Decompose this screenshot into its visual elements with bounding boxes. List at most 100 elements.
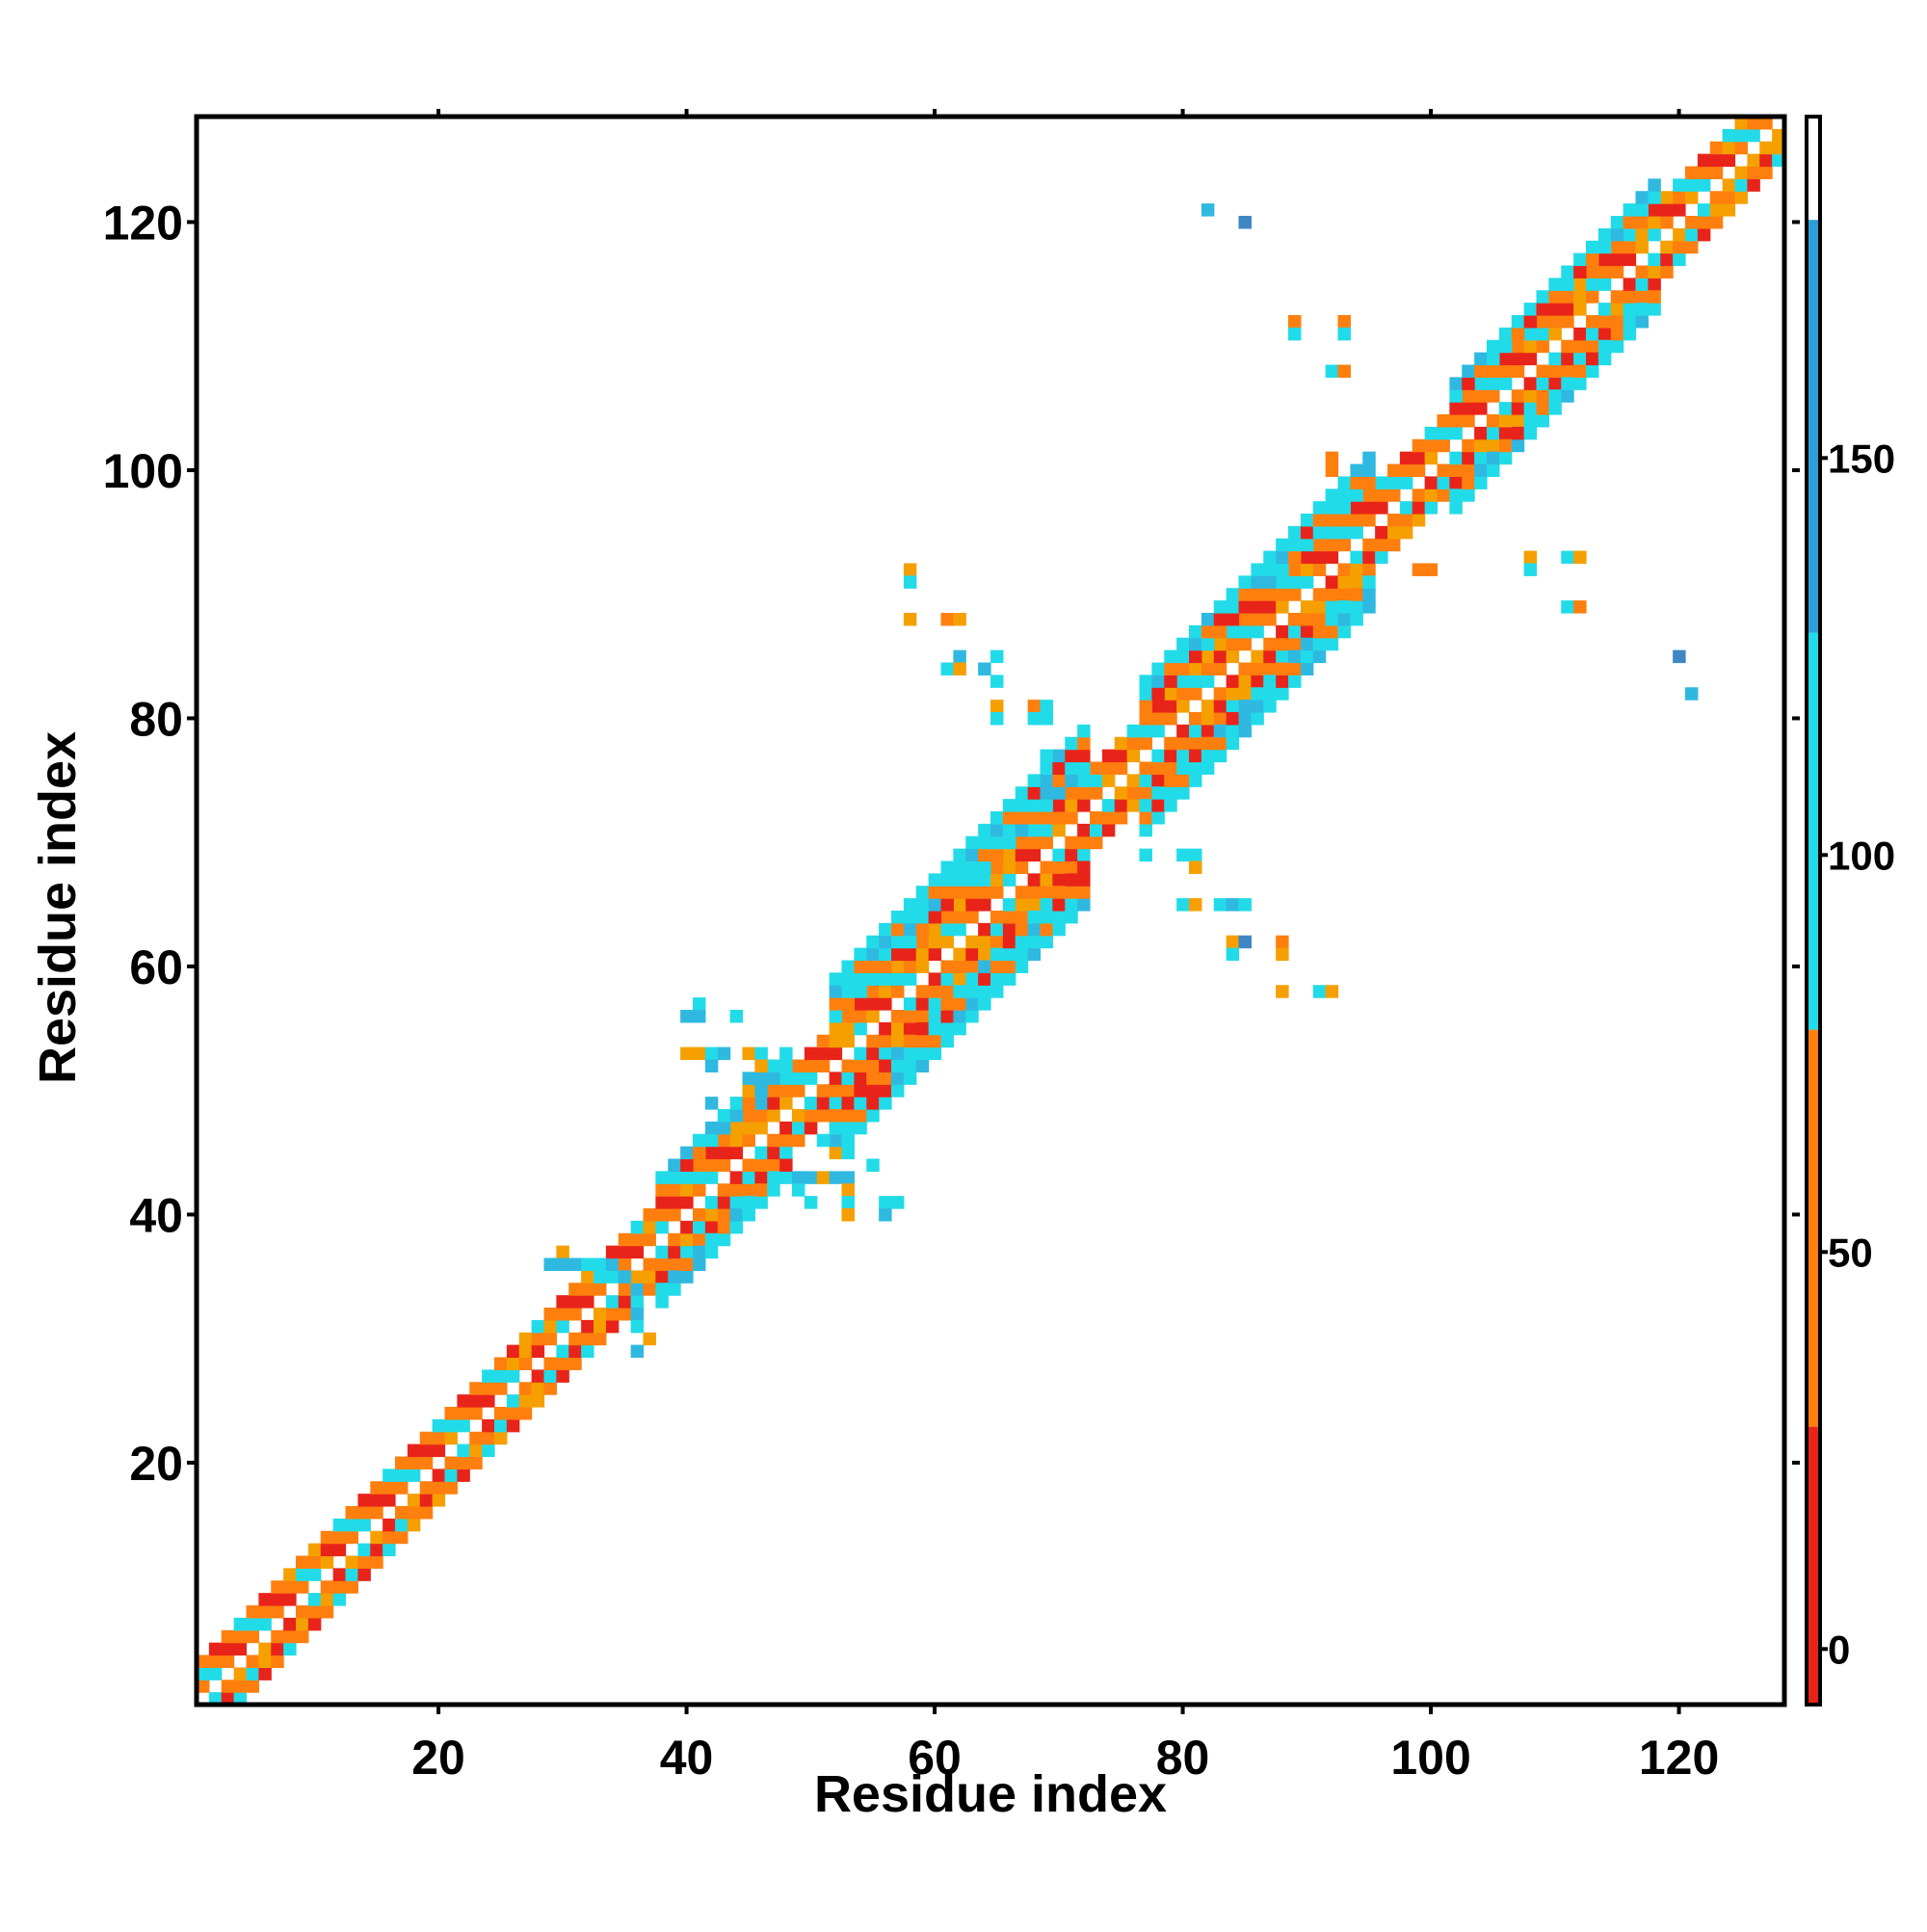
- heatmap-cell: [1213, 687, 1227, 701]
- heatmap-cell: [742, 1208, 755, 1222]
- heatmap-cell: [271, 1654, 284, 1668]
- heatmap-cell: [395, 1481, 409, 1495]
- heatmap-cell: [246, 1667, 259, 1681]
- heatmap-cell: [1523, 339, 1538, 354]
- heatmap-cell: [1734, 178, 1748, 192]
- heatmap-cell: [1722, 141, 1736, 155]
- heatmap-cell: [1511, 327, 1525, 341]
- heatmap-cell: [1263, 700, 1277, 713]
- heatmap-cell: [233, 1617, 248, 1631]
- heatmap-cell: [1399, 514, 1413, 527]
- heatmap-cell: [1201, 649, 1215, 664]
- heatmap-cell: [1548, 402, 1562, 415]
- heatmap-cell: [469, 1443, 483, 1458]
- heatmap-cell: [965, 947, 979, 962]
- heatmap-cell: [581, 1332, 594, 1346]
- heatmap-cell: [928, 997, 942, 1011]
- heatmap-cell: [395, 1518, 409, 1532]
- heatmap-cell: [841, 1196, 855, 1209]
- x-tick-label: 60: [908, 1731, 962, 1785]
- heatmap-cell: [1276, 550, 1289, 565]
- heatmap-cell: [1201, 624, 1215, 639]
- heatmap-cell: [1226, 613, 1240, 626]
- heatmap-cell: [1586, 265, 1599, 278]
- heatmap-cell: [693, 1245, 706, 1259]
- heatmap-cell: [854, 972, 867, 986]
- heatmap-cell: [1176, 724, 1190, 738]
- heatmap-cell: [197, 1667, 210, 1681]
- heatmap-cell: [1052, 911, 1066, 924]
- heatmap-cell: [395, 1469, 409, 1482]
- heatmap-cell: [1610, 265, 1624, 278]
- heatmap-cell: [1449, 476, 1463, 490]
- heatmap-cell: [1189, 649, 1202, 664]
- heatmap-cell: [693, 1171, 706, 1184]
- heatmap-cell: [1040, 786, 1053, 800]
- heatmap-cell: [307, 1568, 322, 1581]
- heatmap-cell: [307, 1555, 322, 1569]
- heatmap-cell: [903, 1021, 917, 1036]
- heatmap-cell: [668, 1270, 681, 1284]
- heatmap-cell: [953, 985, 966, 998]
- heatmap-cell: [233, 1629, 248, 1644]
- heatmap-cell: [1350, 600, 1363, 614]
- heatmap-cell: [903, 997, 917, 1011]
- heatmap-cell: [233, 1680, 248, 1693]
- heatmap-cell: [829, 1097, 843, 1110]
- heatmap-cell: [383, 1530, 396, 1545]
- heatmap-cell: [915, 898, 930, 912]
- heatmap-cell: [792, 1171, 805, 1184]
- heatmap-cell: [518, 1332, 533, 1346]
- heatmap-cell: [1151, 662, 1165, 675]
- heatmap-cell: [742, 1183, 755, 1197]
- heatmap-cell: [1276, 563, 1289, 576]
- heatmap-cell: [1337, 476, 1351, 490]
- heatmap-cell: [1511, 438, 1525, 453]
- heatmap-cell: [1597, 352, 1612, 366]
- heatmap-cell: [1052, 823, 1066, 837]
- heatmap-cell: [518, 1394, 533, 1408]
- heatmap-cell: [1213, 898, 1227, 912]
- heatmap-cell: [1040, 749, 1053, 763]
- heatmap-cell: [506, 1418, 520, 1433]
- heatmap-cell: [407, 1456, 421, 1469]
- heatmap-cell: [556, 1308, 569, 1321]
- heatmap-cell: [729, 1109, 744, 1123]
- heatmap-cell: [1697, 227, 1711, 242]
- heatmap-cell: [1399, 476, 1413, 490]
- heatmap-cell: [729, 1183, 744, 1197]
- heatmap-cell: [1015, 835, 1029, 850]
- heatmap-cell: [1325, 451, 1339, 465]
- heatmap-cell: [1002, 860, 1016, 874]
- heatmap-cell: [978, 823, 991, 837]
- heatmap-cell: [1412, 501, 1426, 515]
- heatmap-cell: [556, 1257, 569, 1271]
- heatmap-cell: [1648, 290, 1661, 304]
- colorbar-tick-label: 50: [1828, 1230, 1873, 1275]
- heatmap-cell: [1027, 712, 1042, 726]
- heatmap-cell: [506, 1369, 520, 1383]
- heatmap-cell: [1337, 514, 1351, 527]
- heatmap-cell: [1189, 860, 1202, 874]
- heatmap-cell: [1139, 786, 1152, 800]
- heatmap-cell: [1548, 364, 1562, 378]
- heatmap-cell: [1189, 662, 1202, 675]
- heatmap-cell: [1201, 662, 1215, 675]
- heatmap-cell: [1523, 327, 1538, 341]
- heatmap-cell: [1002, 947, 1016, 962]
- heatmap-cell: [444, 1407, 458, 1420]
- heatmap-cell: [1362, 451, 1376, 465]
- heatmap-cell: [1126, 786, 1141, 800]
- heatmap-cell: [1697, 153, 1711, 168]
- heatmap-cell: [965, 935, 979, 949]
- heatmap-cell: [903, 911, 917, 924]
- heatmap-cell: [1548, 389, 1562, 403]
- heatmap-cell: [630, 1344, 645, 1359]
- heatmap-cell: [953, 1021, 966, 1036]
- heatmap-cell: [1375, 476, 1388, 490]
- heatmap-cell: [1561, 315, 1574, 329]
- heatmap-cell: [1759, 117, 1773, 130]
- heatmap-cell: [1685, 166, 1699, 179]
- heatmap-cell: [915, 997, 930, 1011]
- heatmap-cell: [928, 972, 942, 986]
